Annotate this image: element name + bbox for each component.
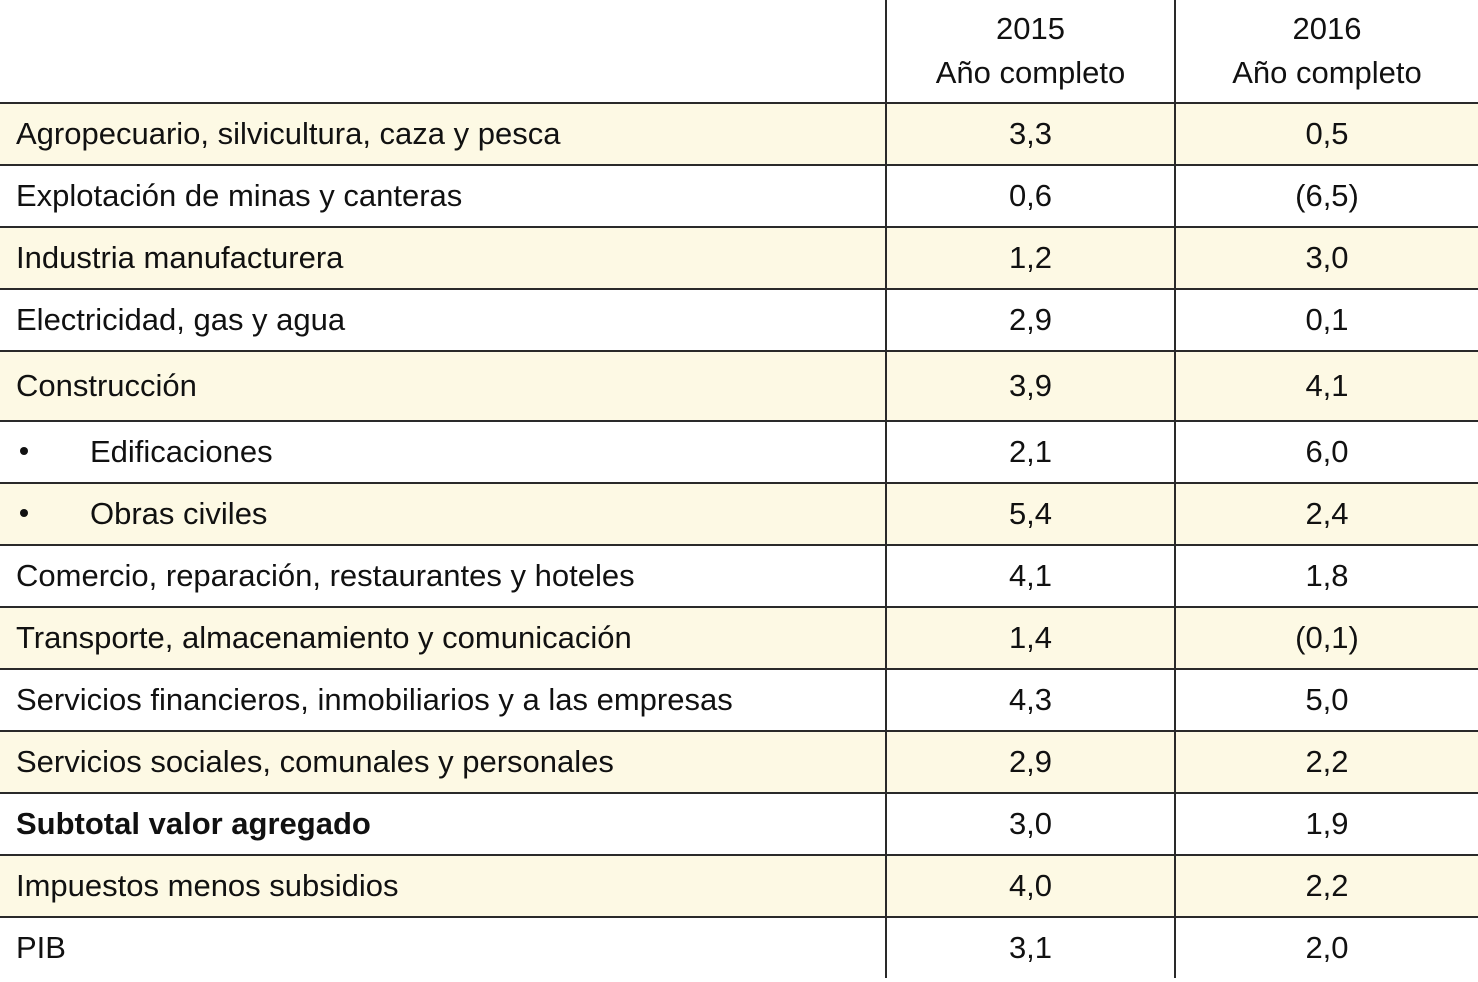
cell: 2,2 <box>1174 854 1478 918</box>
bullet <box>20 508 28 517</box>
row-label: Comercio, reparación, restaurantes y hot… <box>0 544 886 608</box>
cell: 4,1 <box>885 544 1175 608</box>
cell: 3,3 <box>885 102 1175 166</box>
row-label: Servicios sociales, comunales y personal… <box>0 730 886 794</box>
header-row: 2015 Año completo 2016 Año completo <box>0 0 1478 104</box>
row: PIB 3,1 2,0 <box>0 916 1478 978</box>
row: Edificaciones 2,1 6,0 <box>0 420 1478 484</box>
cell: 3,1 <box>885 916 1175 978</box>
cell: 0,1 <box>1174 288 1478 352</box>
cell: 2,9 <box>885 288 1175 352</box>
cell: 3,9 <box>885 350 1175 422</box>
cell: (6,5) <box>1174 164 1478 228</box>
cell: 3,0 <box>1174 226 1478 290</box>
cell: 4,0 <box>885 854 1175 918</box>
cell: 1,8 <box>1174 544 1478 608</box>
row-label: Subtotal valor agregado <box>0 792 886 856</box>
header-year: 2015 <box>996 11 1065 46</box>
cell: 2,9 <box>885 730 1175 794</box>
row-label: Explotación de minas y canteras <box>0 164 886 228</box>
header-sub: Año completo <box>935 55 1126 90</box>
cell: (0,1) <box>1174 606 1478 670</box>
row-label-cell: Obras civiles <box>0 482 886 546</box>
row-label: Transporte, almacenamiento y comunicació… <box>0 606 886 670</box>
bullet <box>20 446 28 455</box>
row-label: Agropecuario, silvicultura, caza y pesca <box>0 102 886 166</box>
row: Industria manufacturera 1,2 3,0 <box>0 226 1478 290</box>
cell: 1,2 <box>885 226 1175 290</box>
header-empty <box>0 0 886 104</box>
row-label: PIB <box>0 916 886 978</box>
row: Subtotal valor agregado 3,0 1,9 <box>0 792 1478 856</box>
row-label: Edificaciones <box>90 434 273 469</box>
row-label: Industria manufacturera <box>0 226 886 290</box>
cell: 2,2 <box>1174 730 1478 794</box>
row-label-cell: Edificaciones <box>0 420 886 484</box>
row-label: Construcción <box>0 350 886 422</box>
row-label: Electricidad, gas y agua <box>0 288 886 352</box>
header-cell: 2015 Año completo <box>885 0 1175 104</box>
cell: 2,4 <box>1174 482 1478 546</box>
row: Agropecuario, silvicultura, caza y pesca… <box>0 102 1478 166</box>
cell: 6,0 <box>1174 420 1478 484</box>
row: Obras civiles 5,4 2,4 <box>0 482 1478 546</box>
row-label: Servicios financieros, inmobiliarios y a… <box>0 668 886 732</box>
row: Impuestos menos subsidios 4,0 2,2 <box>0 854 1478 918</box>
row: Construcción 3,9 4,1 <box>0 350 1478 422</box>
header-year: 2016 <box>1292 11 1362 46</box>
row: Transporte, almacenamiento y comunicació… <box>0 606 1478 670</box>
row: Comercio, reparación, restaurantes y hot… <box>0 544 1478 608</box>
cell: 4,1 <box>1174 350 1478 422</box>
header-sub: Año completo <box>1232 55 1422 90</box>
cell: 5,4 <box>885 482 1175 546</box>
row: Explotación de minas y canteras 0,6 (6,5) <box>0 164 1478 228</box>
cell: 1,4 <box>885 606 1175 670</box>
cell: 0,6 <box>885 164 1175 228</box>
header-cell: 2016 Año completo <box>1174 0 1478 104</box>
row: Electricidad, gas y agua 2,9 0,1 <box>0 288 1478 352</box>
row: Servicios sociales, comunales y personal… <box>0 730 1478 794</box>
cell: 2,1 <box>885 420 1175 484</box>
cell: 5,0 <box>1174 668 1478 732</box>
row: Servicios financieros, inmobiliarios y a… <box>0 668 1478 732</box>
cell: 4,3 <box>885 668 1175 732</box>
cell: 2,0 <box>1174 916 1478 978</box>
cell: 1,9 <box>1174 792 1478 856</box>
row-label: Obras civiles <box>90 496 268 531</box>
row-label: Impuestos menos subsidios <box>0 854 886 918</box>
cell: 0,5 <box>1174 102 1478 166</box>
cell: 3,0 <box>885 792 1175 856</box>
